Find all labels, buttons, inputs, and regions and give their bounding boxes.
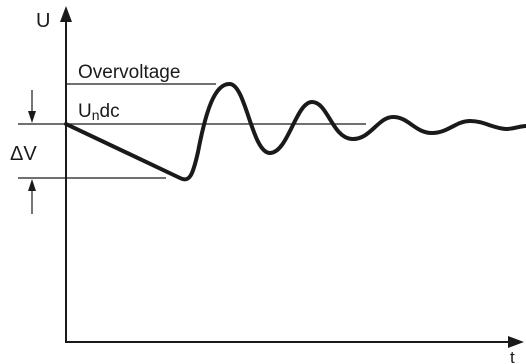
overvoltage-label: Overvoltage (78, 62, 180, 83)
x-axis-label: t (510, 348, 515, 364)
delta-v-bottom-arrow-icon (28, 179, 36, 191)
undc-label-main: U (78, 101, 92, 122)
delta-v-indicator (28, 90, 36, 214)
axes (60, 6, 524, 348)
y-axis-label: U (36, 10, 50, 32)
delta-v-label: ΔV (10, 143, 37, 165)
undc-label: Undc (78, 101, 120, 123)
x-axis-arrow-icon (508, 336, 524, 348)
y-axis-arrow-icon (60, 6, 72, 22)
delta-v-top-arrow-icon (28, 111, 36, 123)
undc-label-tail: dc (100, 101, 120, 122)
undc-label-subscript: n (92, 107, 100, 123)
voltage-waveform (64, 82, 526, 182)
